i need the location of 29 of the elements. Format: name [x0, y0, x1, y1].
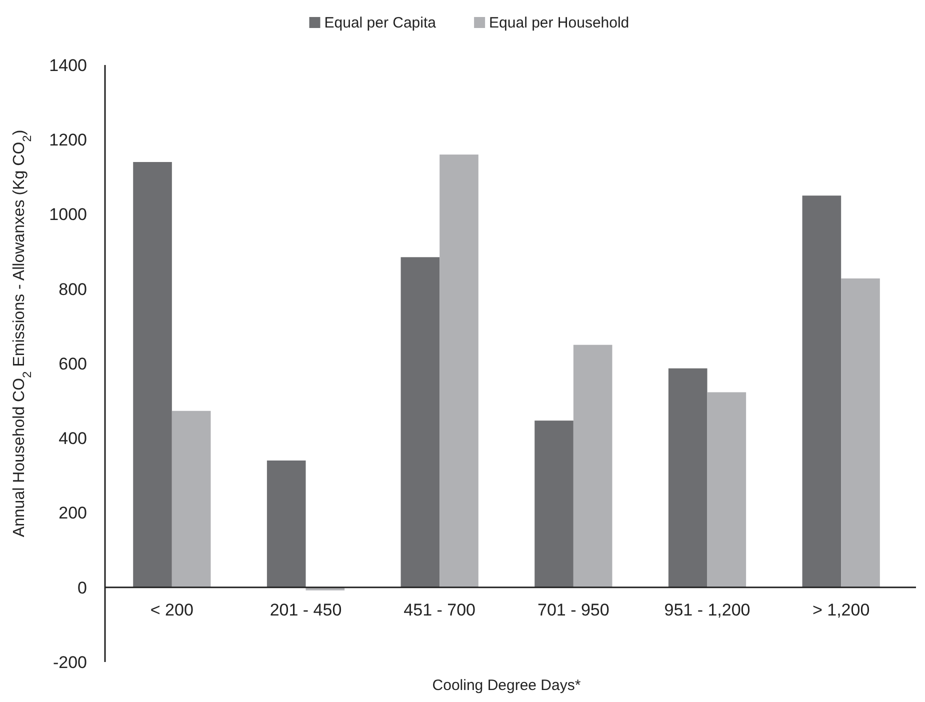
y-tick-label: 600 — [58, 354, 87, 374]
x-tick-label: < 200 — [150, 600, 194, 620]
bar — [668, 368, 708, 588]
bar — [266, 460, 306, 588]
x-tick-label: > 1,200 — [812, 600, 870, 620]
y-tick-label: 0 — [78, 578, 87, 598]
bar — [841, 278, 880, 588]
bar — [133, 162, 172, 588]
bar — [172, 410, 211, 588]
x-tick-label: 451 - 700 — [404, 600, 476, 620]
y-tick-label: 1400 — [49, 56, 87, 75]
y-tick-label: -200 — [52, 652, 87, 672]
y-tick-label: 400 — [58, 429, 87, 448]
bar — [400, 257, 440, 588]
legend-label: Equal per Capita — [324, 14, 437, 32]
x-axis-title: Cooling Degree Days* — [432, 677, 581, 694]
x-tick-label: 701 - 950 — [537, 600, 610, 620]
y-tick-label: 800 — [58, 280, 87, 299]
bar — [707, 392, 746, 588]
bar — [534, 420, 574, 588]
bar — [573, 344, 612, 588]
x-tick-label: 201 - 450 — [270, 600, 342, 620]
y-tick-label: 200 — [58, 504, 87, 523]
x-tick-label: 951 - 1,200 — [664, 600, 750, 620]
bar — [440, 154, 478, 588]
y-tick-label: 1000 — [49, 205, 87, 224]
legend-label: Equal per Household — [489, 14, 630, 32]
y-tick-label: 1200 — [49, 130, 87, 150]
bar — [802, 196, 842, 588]
